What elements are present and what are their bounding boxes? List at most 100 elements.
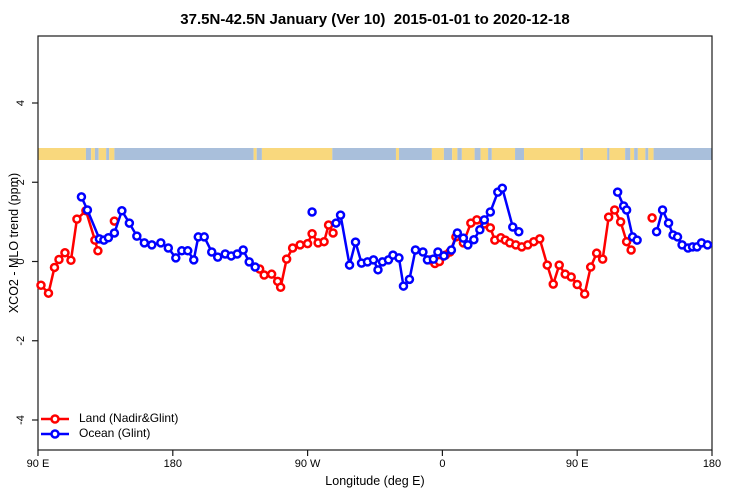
ocean-data-point (171, 253, 181, 263)
ocean-data-point (250, 262, 260, 272)
land-data-point (597, 254, 608, 264)
plot-border (37, 35, 713, 451)
land-data-point (572, 279, 582, 290)
land-data-point (603, 212, 614, 222)
y-axis-title: XCO2 - MLO trend (ppm) (7, 172, 21, 314)
map-band-segment-ocean (515, 148, 525, 160)
ocean-data-point (398, 281, 409, 291)
map-band-segment-land (648, 148, 654, 160)
ocean-data-point (458, 233, 469, 243)
map-band-segment-land (253, 148, 257, 160)
map-band-segment-land (461, 148, 475, 160)
ocean-data-point (410, 245, 421, 255)
land-data-point (579, 289, 590, 299)
chart-title: 37.5N-42.5N January (Ver 10) 2015-01-01 … (180, 11, 570, 28)
legend-item-land: Land (Nadir&Glint) (40, 411, 178, 426)
ocean-data-point (212, 252, 223, 262)
ocean-data-point (497, 183, 508, 193)
y-tick-label: -2 (15, 336, 27, 346)
land-data-point (328, 228, 338, 238)
legend-label-land: Land (Nadir&Glint) (79, 411, 179, 425)
land-data-point (281, 254, 292, 264)
ocean-data-point (463, 240, 473, 250)
map-band-segment-land (491, 148, 516, 160)
land-data-point (554, 260, 564, 270)
map-band-segment-ocean (256, 148, 262, 160)
map-band-segment-land (395, 148, 399, 160)
map-band-segment-land (98, 148, 107, 160)
map-band-segment-ocean (106, 148, 110, 160)
x-axis-title: Longitude (deg E) (325, 474, 425, 488)
ocean-data-point (418, 247, 428, 257)
legend-item-ocean: Ocean (Glint) (40, 426, 178, 441)
land-data-point (275, 282, 286, 293)
ocean-data-point (657, 205, 668, 215)
land-data-point (43, 288, 54, 298)
map-band-segment-land (109, 148, 115, 160)
map-band-segment-ocean (653, 148, 712, 160)
land-data-point (591, 248, 602, 258)
ocean-data-point (632, 235, 642, 245)
ocean-data-point (508, 222, 518, 232)
ocean-data-point (344, 260, 355, 270)
ocean-data-point (469, 234, 479, 245)
map-band-segment-ocean (645, 148, 649, 160)
map-band-segment-ocean (443, 148, 453, 160)
land-data-point (319, 236, 329, 247)
map-band-segment-land (91, 148, 95, 160)
land-data-point (72, 214, 82, 224)
land-data-point (626, 245, 636, 255)
x-tick-label: 90 W (295, 458, 321, 470)
land-data-point (585, 262, 596, 272)
land-data-point (259, 270, 269, 280)
ocean-data-point (183, 246, 193, 256)
ocean-data-point (485, 207, 496, 217)
map-band-segment-land (431, 148, 444, 160)
ocean-data-point (76, 192, 87, 202)
ocean-data-point (672, 232, 683, 242)
land-data-point (60, 248, 70, 258)
land-data-point (93, 246, 103, 256)
land-data-point (485, 223, 496, 233)
ocean-data-point (117, 206, 127, 216)
ocean-data-point (82, 205, 93, 215)
ocean-data-point (206, 247, 217, 257)
map-band-segment-land (637, 148, 646, 160)
land-series-line (40, 209, 100, 295)
map-band-segment-land (609, 148, 626, 160)
map-band-segment-ocean (474, 148, 481, 160)
land-data-point (302, 238, 313, 249)
ocean-data-point (663, 218, 674, 228)
y-tick-label: 4 (15, 100, 27, 106)
ocean-data-point (103, 232, 114, 243)
map-band-segment-ocean (332, 148, 396, 160)
map-band-segment-land (630, 148, 635, 160)
map-band-segment-land (38, 148, 86, 160)
ocean-data-point (147, 240, 157, 250)
y-tick-label: -4 (15, 415, 27, 425)
ocean-data-point (244, 257, 254, 267)
ocean-data-point (199, 232, 210, 242)
ocean-data-point (514, 227, 524, 237)
legend: Land (Nadir&Glint) Ocean (Glint) (40, 411, 178, 441)
ocean-data-point (350, 237, 361, 247)
map-band-segment-ocean (625, 148, 631, 160)
x-tick-label: 180 (164, 458, 182, 470)
map-band-segment-land (480, 148, 489, 160)
ocean-data-point (238, 245, 248, 255)
land-series-marker-icon (41, 413, 69, 424)
map-band-segment-ocean (580, 148, 584, 160)
ocean-data-point (156, 238, 166, 248)
land-data-point (548, 279, 558, 289)
x-tick-label: 180 (703, 458, 721, 470)
x-tick-label: 90 E (566, 458, 589, 470)
land-data-point (647, 213, 657, 223)
land-data-point (542, 260, 552, 270)
ocean-data-point (612, 187, 623, 197)
ocean-data-point (139, 238, 150, 248)
map-band-segment-ocean (488, 148, 492, 160)
land-data-point (36, 280, 46, 291)
map-band-segment-ocean (114, 148, 254, 160)
land-data-point (472, 215, 482, 225)
